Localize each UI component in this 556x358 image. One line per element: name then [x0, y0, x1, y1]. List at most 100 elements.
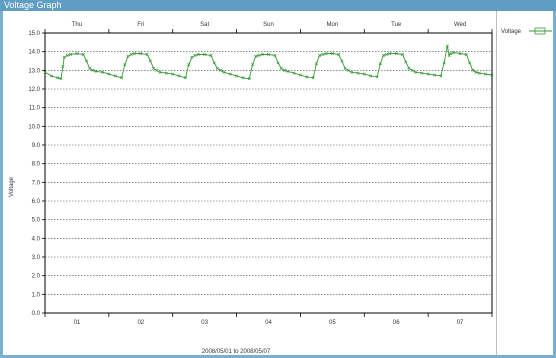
- y-tick-label: 15.0: [28, 31, 40, 37]
- y-tick-label: 13.0: [28, 68, 40, 74]
- data-point: [266, 52, 271, 57]
- data-point: [177, 74, 181, 78]
- data-point: [84, 59, 89, 63]
- data-point: [152, 66, 156, 71]
- data-point: [126, 54, 130, 58]
- x-tick-label: 05: [329, 320, 336, 326]
- data-point: [381, 53, 385, 57]
- data-point: [56, 76, 60, 80]
- x-top-label: Wed: [454, 22, 466, 28]
- data-point: [490, 73, 494, 77]
- data-point: [318, 53, 322, 57]
- y-tick-label: 14.0: [28, 50, 40, 56]
- data-point: [123, 63, 127, 67]
- data-point: [362, 72, 366, 76]
- data-point: [193, 53, 197, 57]
- data-point: [107, 72, 111, 76]
- data-point: [155, 68, 159, 72]
- data-point: [439, 74, 443, 78]
- x-top-label: Tue: [391, 22, 402, 28]
- data-point: [343, 66, 347, 71]
- data-point: [375, 75, 379, 79]
- data-point: [298, 73, 302, 77]
- data-point: [148, 59, 152, 63]
- data-point: [369, 74, 373, 78]
- data-point: [484, 72, 488, 76]
- y-tick-label: 2.0: [32, 274, 41, 280]
- data-point: [442, 61, 446, 65]
- data-point: [324, 51, 328, 56]
- data-point: [464, 52, 469, 57]
- data-point: [209, 53, 213, 57]
- data-point: [404, 60, 408, 64]
- data-point: [183, 76, 188, 80]
- y-tick-label: 7.0: [32, 180, 41, 186]
- data-point: [426, 72, 430, 76]
- voltage-chart: 0.0 1.0 2.0 3.0 4.0 5.0 6.0 7.0 8.0 9.0 10.0 11.0 12…: [9, 22, 494, 355]
- x-tick-label: 03: [201, 320, 208, 326]
- window-title: Voltage Graph: [0, 0, 556, 11]
- data-point: [139, 51, 143, 56]
- data-point: [88, 66, 92, 71]
- y-tick-label: 4.0: [32, 236, 41, 242]
- grid-layer: [45, 51, 492, 295]
- legend-svg: Voltage: [501, 27, 552, 35]
- data-point: [145, 52, 149, 57]
- data-point: [215, 66, 219, 71]
- y-tick-label: 6.0: [32, 199, 41, 205]
- data-point: [61, 65, 65, 69]
- data-point: [203, 52, 207, 57]
- data-point: [129, 52, 133, 57]
- data-point: [401, 52, 405, 57]
- data-point: [471, 68, 475, 72]
- data-point: [447, 53, 451, 57]
- y-tick-label: 11.0: [29, 106, 41, 112]
- data-point: [474, 70, 478, 74]
- x-tick-label: 02: [137, 320, 144, 326]
- data-point: [91, 68, 95, 72]
- data-point: [321, 52, 325, 57]
- x-axis-label: 2008/05/01 to 2008/05/07: [202, 349, 271, 355]
- data-point: [49, 74, 53, 78]
- data-point: [292, 71, 296, 75]
- data-point: [477, 71, 481, 75]
- data-point: [62, 55, 66, 59]
- data-point: [260, 52, 264, 57]
- data-point: [59, 77, 63, 81]
- x-top-label: Sat: [200, 22, 209, 28]
- data-point: [196, 52, 200, 57]
- data-point: [228, 72, 232, 76]
- y-tick-label: 12.0: [28, 87, 40, 93]
- data-point: [113, 74, 117, 78]
- data-point: [420, 71, 424, 75]
- data-point: [120, 76, 124, 80]
- data-point: [94, 69, 98, 73]
- data-point: [257, 53, 261, 57]
- x-tick-label: 01: [74, 320, 81, 326]
- data-point: [311, 76, 315, 80]
- data-point: [330, 51, 334, 56]
- x-top-label: Mon: [327, 22, 339, 28]
- data-point: [458, 51, 462, 56]
- data-point: [254, 54, 258, 58]
- y-tick-label: 1.0: [32, 292, 41, 298]
- data-point: [43, 70, 47, 74]
- data-point: [378, 62, 382, 66]
- data-point: [410, 68, 414, 72]
- data-point: [337, 52, 341, 57]
- data-point: [65, 53, 69, 57]
- data-point: [273, 53, 277, 57]
- data-point: [432, 73, 437, 77]
- legend: Voltage: [496, 11, 553, 355]
- x-tick-label: 06: [393, 320, 400, 326]
- data-point: [394, 51, 398, 56]
- y-tick-label: 3.0: [32, 255, 41, 261]
- y-tick-label: 10.0: [28, 124, 40, 130]
- series-layer: [43, 44, 494, 81]
- series-line-voltage: [44, 46, 493, 80]
- data-point: [448, 51, 453, 56]
- data-point: [171, 72, 175, 76]
- x-tick-label: 07: [457, 320, 464, 326]
- data-point: [356, 71, 360, 75]
- data-point: [305, 75, 309, 79]
